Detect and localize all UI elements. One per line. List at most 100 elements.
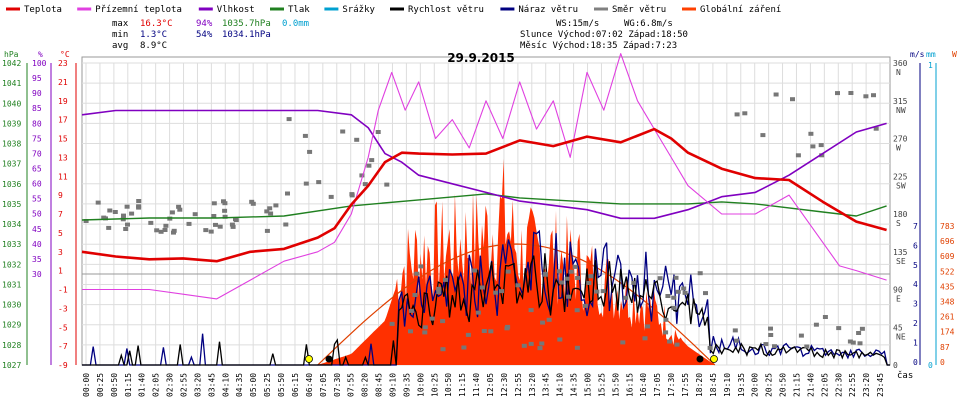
direction-dot	[818, 143, 824, 148]
x-tick: 22:55	[848, 373, 857, 397]
pct-tick: 80	[32, 119, 42, 128]
direction-dot	[121, 213, 126, 218]
direction-dot	[249, 199, 255, 204]
hpa-tick: 1029	[2, 321, 21, 330]
x-tick: 03:45	[207, 373, 216, 397]
stat-min-hum: 54%	[196, 30, 213, 40]
deg-tick: 19	[58, 97, 68, 106]
direction-dot	[171, 228, 177, 233]
hpa-tick: 1030	[2, 301, 21, 310]
direction-dot	[124, 204, 130, 209]
x-tick: 18:20	[695, 373, 704, 397]
direction-dot	[773, 92, 779, 97]
direction-dot	[732, 328, 738, 333]
x-tick: 07:55	[347, 373, 356, 397]
deg-tick: 13	[58, 153, 68, 162]
direction-dot	[217, 224, 223, 229]
x-tick: 10:50	[444, 373, 453, 397]
pct-tick: 60	[32, 180, 42, 189]
axis-mm-label: mm	[926, 50, 936, 59]
x-tick: 12:30	[500, 373, 509, 397]
moonset-marker	[325, 355, 333, 363]
ms-tick: 3	[913, 300, 918, 309]
deg-tick: 3	[58, 248, 63, 257]
w-tick: 0	[940, 358, 945, 367]
stat-avg-temp: 8.9°C	[140, 41, 167, 51]
moonrise-marker	[696, 355, 704, 363]
x-tick: 16:15	[625, 373, 634, 397]
stat-min-label: min	[112, 30, 128, 40]
direction-dot	[418, 264, 424, 269]
direction-dot	[475, 310, 481, 315]
x-tick: 16:40	[639, 373, 648, 397]
w-tick: 522	[940, 267, 955, 276]
pct-tick: 65	[32, 165, 42, 174]
direction-dot	[645, 324, 651, 329]
pct-tick: 90	[32, 89, 42, 98]
deg-tick: 23	[58, 59, 68, 68]
direction-dot	[808, 131, 814, 136]
info-ws: WS:15m/s	[556, 19, 599, 29]
direction-dot	[95, 200, 101, 205]
direction-dot	[671, 305, 677, 310]
direction-dot	[859, 326, 865, 331]
direction-dot	[302, 133, 308, 138]
direction-dot	[528, 308, 534, 313]
direction-dot	[461, 345, 467, 350]
radiation-fill	[317, 158, 715, 365]
direction-dot	[667, 339, 673, 344]
direction-dot	[871, 93, 876, 98]
x-tick: 13:20	[528, 373, 537, 397]
direction-dot	[556, 269, 562, 274]
legend-label: Srážky	[342, 5, 375, 15]
direction-dot	[663, 317, 669, 322]
x-tick: 12:55	[514, 373, 523, 397]
direction-dot	[674, 342, 680, 347]
direction-dot	[169, 210, 175, 215]
x-tick: 05:50	[277, 373, 286, 397]
axis-w-label: W	[952, 50, 957, 59]
w-tick: 783	[940, 222, 955, 231]
deg-tick: -5	[58, 323, 68, 332]
direction-dot	[588, 274, 594, 279]
direction-dot	[795, 153, 801, 158]
axis-hpa-label: hPa	[4, 50, 19, 59]
direction-dot	[208, 229, 214, 234]
direction-dot	[414, 271, 420, 276]
direction-dot	[136, 204, 142, 209]
pct-tick: 70	[32, 149, 42, 158]
pct-tick: 85	[32, 104, 42, 113]
dir-label: NE	[896, 332, 906, 341]
direction-dot	[539, 341, 545, 346]
hpa-tick: 1031	[2, 280, 21, 289]
direction-dot	[222, 208, 228, 213]
x-tick: 19:35	[737, 373, 746, 397]
hpa-tick: 1028	[2, 341, 21, 350]
direction-dot	[176, 204, 182, 209]
axis-pct-label: %	[38, 50, 43, 59]
axes: hPa1042104110401039103810371036103510341…	[2, 50, 957, 397]
direction-dot	[443, 277, 448, 282]
w-tick: 174	[940, 328, 955, 337]
pct-tick: 30	[32, 270, 42, 279]
wind-speed-line	[82, 253, 890, 366]
sunset-marker	[710, 355, 718, 363]
x-tick: 07:30	[333, 373, 342, 397]
radiation-area	[317, 158, 715, 365]
x-tick: 05:00	[249, 373, 258, 397]
direction-dot	[850, 340, 856, 345]
direction-dot	[192, 212, 198, 217]
direction-dot	[389, 321, 395, 326]
direction-dot	[856, 331, 862, 335]
direction-dot	[267, 206, 273, 211]
x-tick: 15:25	[597, 373, 606, 397]
direction-dot	[572, 264, 578, 269]
x-tick: 23:45	[876, 373, 885, 397]
direction-dot	[479, 285, 485, 290]
x-tick: 15:00	[584, 373, 593, 397]
direction-dot	[703, 291, 708, 296]
x-tick: 17:55	[681, 373, 690, 397]
dir-label: NW	[896, 106, 906, 115]
ms-tick: 5	[913, 261, 918, 270]
